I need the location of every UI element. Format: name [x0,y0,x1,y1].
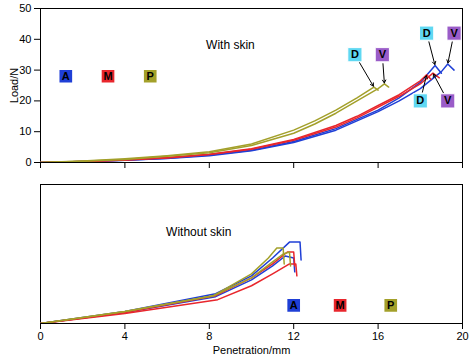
svg-text:A: A [62,70,70,82]
svg-text:16: 16 [372,330,384,342]
svg-text:10: 10 [19,125,31,137]
svg-text:Penetration/mm: Penetration/mm [213,344,291,356]
svg-text:20: 20 [19,94,31,106]
svg-text:M: M [336,299,345,311]
svg-text:With skin: With skin [206,38,255,52]
svg-text:M: M [103,70,112,82]
svg-text:4: 4 [122,330,128,342]
svg-text:50: 50 [19,2,31,14]
svg-text:D: D [423,27,431,39]
svg-text:0: 0 [37,330,43,342]
svg-text:V: V [444,94,452,106]
svg-text:P: P [387,299,394,311]
svg-text:Load/N: Load/N [8,68,20,104]
svg-text:30: 30 [19,64,31,76]
svg-text:40: 40 [19,33,31,45]
svg-text:20: 20 [456,330,468,342]
svg-text:8: 8 [206,330,212,342]
svg-text:Without skin: Without skin [166,225,231,239]
svg-text:A: A [290,299,298,311]
svg-text:P: P [147,70,154,82]
svg-text:0: 0 [25,156,31,168]
svg-text:D: D [416,94,424,106]
svg-text:12: 12 [288,330,300,342]
svg-text:D: D [351,48,359,60]
svg-text:V: V [450,27,458,39]
svg-text:V: V [379,48,387,60]
